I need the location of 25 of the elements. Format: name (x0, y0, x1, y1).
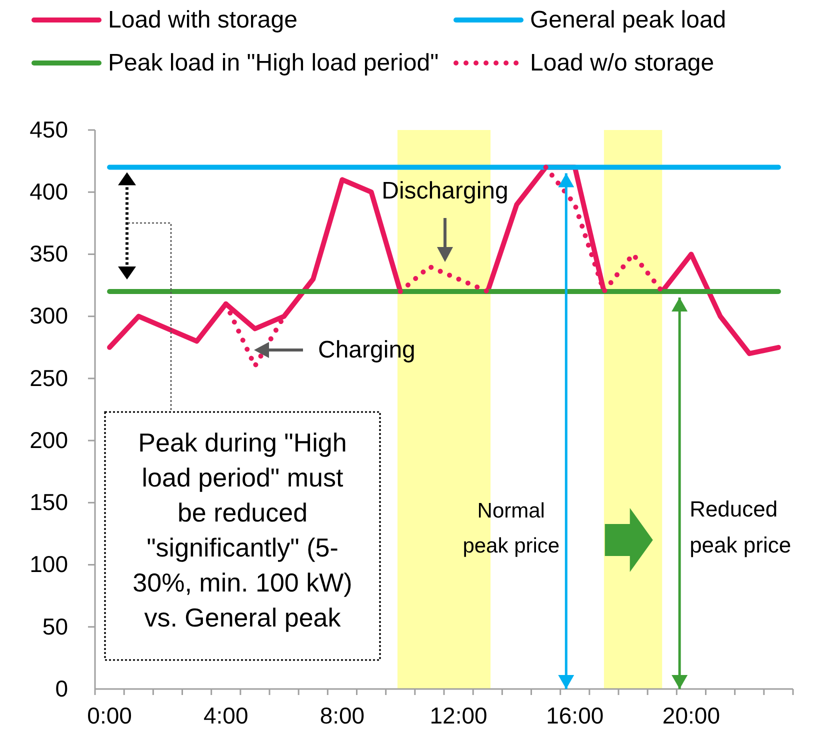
x-tick-label: 0:00 (87, 702, 132, 728)
x-tick-label: 8:00 (320, 702, 365, 728)
annotation: Peak during "High load period" must be reduced "significantly" (5-30%, min. 100 kW) vs. General peak (132, 428, 352, 632)
ref-line-label: Normal peak price (462, 500, 560, 558)
x-tick-label: 20:00 (662, 702, 720, 728)
y-tick-label: 200 (30, 426, 68, 453)
legend-label: Load with storage (108, 6, 298, 34)
y-tick-label: 250 (30, 364, 68, 391)
annotation: Discharging (382, 178, 508, 204)
y-tick-label: 350 (30, 240, 68, 267)
ref-line-label: Reduced peak price (690, 496, 792, 558)
legend-label: General peak load (530, 6, 726, 34)
y-tick-label: 100 (30, 551, 68, 578)
y-tick-label: 300 (30, 302, 68, 329)
x-tick-label: 4:00 (203, 702, 248, 728)
legend-label: Load w/o storage (530, 50, 714, 76)
annotation: Charging (318, 336, 416, 364)
y-tick-label: 450 (30, 116, 68, 142)
x-tick-label: 12:00 (430, 702, 488, 728)
y-tick-label: 150 (30, 489, 68, 516)
x-tick-label: 16:00 (546, 702, 604, 728)
y-tick-label: 0 (55, 675, 68, 702)
y-tick-label: 400 (30, 178, 68, 204)
y-tick-label: 50 (42, 613, 68, 640)
legend-label: Peak load in "High load period" (108, 50, 439, 76)
